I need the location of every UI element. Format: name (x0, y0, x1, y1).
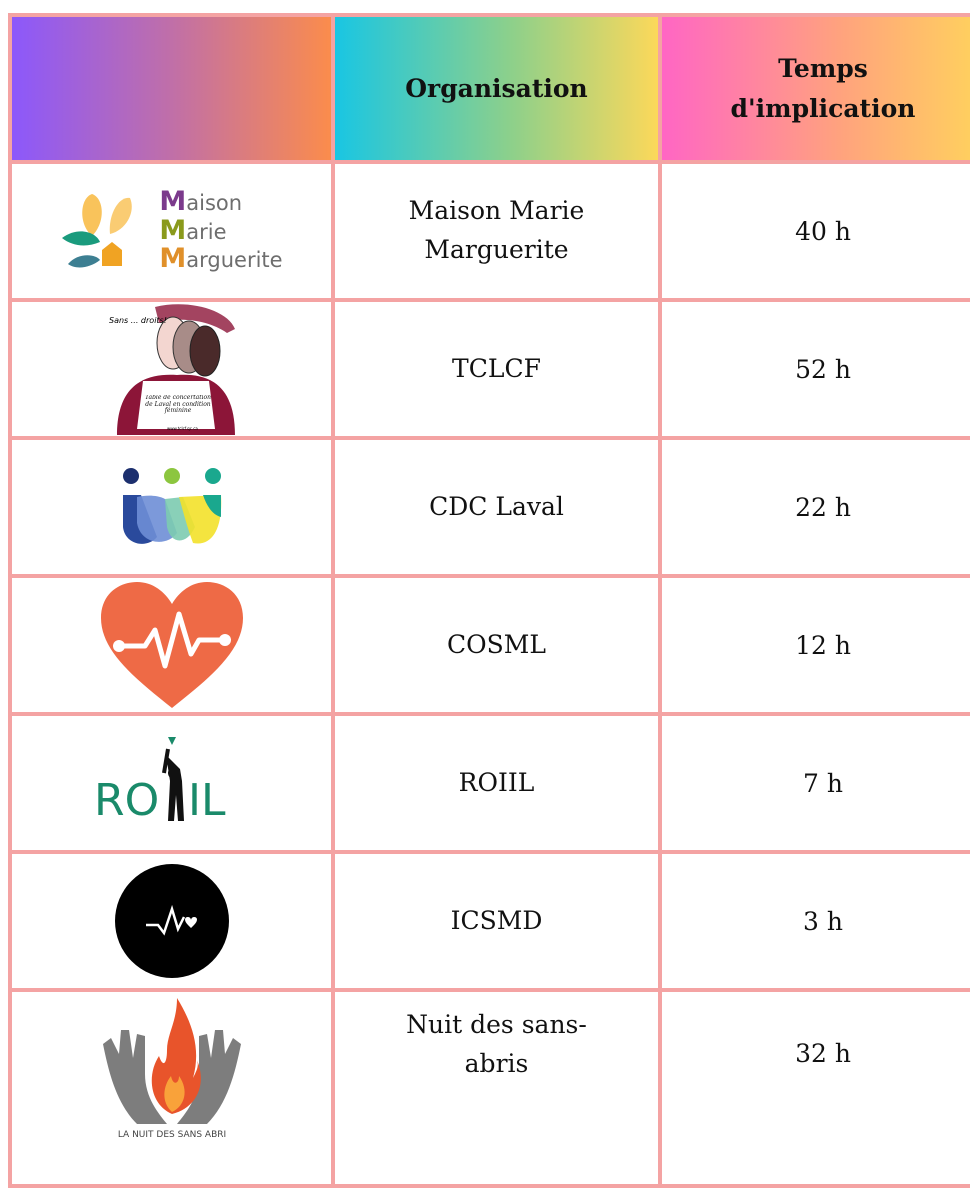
logo-cell: Maison Marie Marguerite (10, 162, 333, 300)
logo-shape (205, 468, 221, 484)
logo-shape (164, 749, 168, 773)
organisation-cell: Nuit des sans-abris (333, 990, 660, 1186)
time: 40 h (795, 217, 851, 246)
organisation: Nuit des sans-abris (382, 1006, 612, 1084)
logo-shape: Organisation Temps d'implication Maison … (10, 15, 970, 1186)
logo: Maison Marie Marguerite (12, 186, 331, 276)
logo-text-line: Marie (159, 217, 282, 245)
time: 22 h (795, 493, 851, 522)
logo-text: Sans ... droits! (109, 316, 167, 325)
organisation: ROIIL (377, 764, 617, 803)
organisation: Maison Marie Marguerite (377, 192, 617, 270)
logo-cell: LA NUIT DES SANS ABRI (10, 990, 333, 1186)
logo-shape (219, 634, 231, 646)
time: 3 h (803, 907, 843, 936)
logo-text: RO (94, 775, 159, 826)
time-cell: 3 h (660, 852, 970, 990)
row: CDC Laval 22 h (10, 438, 970, 576)
logo-text: Table de concertation de Laval en condit… (143, 395, 213, 415)
time-cell: 32 h (660, 990, 970, 1186)
organisation-cell: CDC Laval (333, 438, 660, 576)
row: RO IL ROIIL 7 h (10, 714, 970, 852)
page: {"header": {"organisation": "Organisatio… (0, 0, 970, 1137)
logo-shape (110, 198, 132, 234)
time-cell: 12 h (660, 576, 970, 714)
logo-graphic (60, 186, 155, 276)
organisation: TCLCF (377, 350, 617, 389)
header-label: Temps d'implication (713, 49, 933, 129)
logo-cell (10, 852, 333, 990)
header-cell: Temps d'implication (660, 15, 970, 162)
header-row: Organisation Temps d'implication (10, 15, 970, 162)
logo-cell (10, 438, 333, 576)
organisation-cell: Maison Marie Marguerite (333, 162, 660, 300)
logo-cell: RO IL (10, 714, 333, 852)
organisation-cell: COSML (333, 576, 660, 714)
logo-shape (190, 326, 220, 376)
logo-text-line: Marguerite (159, 245, 282, 273)
time: 12 h (795, 631, 851, 660)
logo-shape (102, 242, 122, 266)
logo-text: IL (188, 775, 226, 826)
logo: Sans ... droits! Table de concertation d… (107, 303, 237, 435)
logo-shape (115, 864, 229, 978)
logo-shape (62, 231, 100, 245)
logo-shape (166, 755, 184, 821)
logo-shape (83, 194, 103, 236)
logo-shape (68, 255, 100, 267)
time: 52 h (795, 355, 851, 384)
page-body: Organisation Temps d'implication Maison … (0, 0, 970, 1137)
logo-shape (164, 468, 180, 484)
logo-text-line: Maison (159, 188, 282, 216)
logo-cell: Sans ... droits! Table de concertation d… (10, 300, 333, 438)
time-cell: 22 h (660, 438, 970, 576)
logo-shape (113, 640, 125, 652)
logo (117, 467, 227, 547)
header-label: Organisation (405, 74, 587, 103)
logo: RO IL (92, 733, 252, 833)
time-cell: 7 h (660, 714, 970, 852)
organisation-cell: TCLCF (333, 300, 660, 438)
time: 32 h (795, 1039, 851, 1068)
row: COSML 12 h (10, 576, 970, 714)
header-cell (10, 15, 333, 162)
row: Sans ... droits! Table de concertation d… (10, 300, 970, 438)
organisation: CDC Laval (377, 488, 617, 527)
organisation-cell: ROIIL (333, 714, 660, 852)
time-cell: 40 h (660, 162, 970, 300)
organisation-cell: ICSMD (333, 852, 660, 990)
row: ICSMD 3 h (10, 852, 970, 990)
logo: LA NUIT DES SANS ABRI (97, 994, 247, 1138)
logo (114, 863, 230, 979)
organisation: COSML (377, 626, 617, 665)
time: 7 h (803, 769, 843, 798)
logo-shape: Table de concertation de Laval en condit… (143, 395, 213, 425)
logo-shape (168, 737, 176, 745)
row: Maison Marie Marguerite Maison Marie Mar… (10, 162, 970, 300)
logo-shape (123, 468, 139, 484)
time-cell: 52 h (660, 300, 970, 438)
table: Organisation Temps d'implication Maison … (8, 13, 970, 1188)
logo-text: www.tclcf.qc.ca (167, 426, 198, 431)
row: LA NUIT DES SANS ABRI Nuit des sans-abri… (10, 990, 970, 1186)
logo-text: Maison Marie Marguerite (159, 188, 282, 273)
header-cell: Organisation (333, 15, 660, 162)
logo-cell (10, 576, 333, 714)
organisation: ICSMD (377, 902, 617, 941)
logo (97, 580, 247, 710)
